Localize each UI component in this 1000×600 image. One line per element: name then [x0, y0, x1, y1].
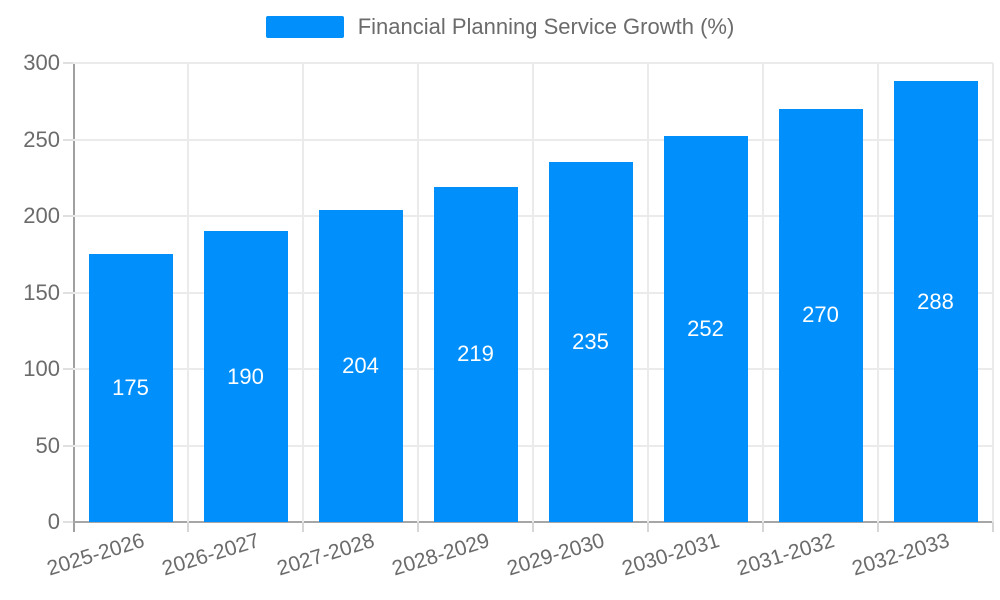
bar-value-label: 288	[917, 288, 954, 314]
bar-2032-2033: 288	[893, 81, 978, 522]
y-axis-label: 300	[23, 50, 60, 75]
bar-value-label: 219	[457, 341, 494, 367]
y-axis-label: 50	[35, 432, 60, 458]
bar-2029-2030: 235	[548, 162, 633, 522]
y-axis-tick	[63, 291, 73, 294]
x-axis-label: 2030-2031	[619, 529, 723, 581]
gridline-vertical	[877, 63, 879, 522]
y-axis-label: 200	[23, 203, 60, 228]
y-axis-label: 250	[23, 126, 60, 152]
y-axis-tick	[63, 62, 73, 64]
x-axis-tick	[302, 522, 304, 532]
gridline-vertical	[187, 63, 189, 522]
x-axis-tick	[532, 522, 534, 532]
bar-2030-2031: 252	[663, 136, 748, 522]
gridline-vertical	[417, 63, 419, 522]
x-axis-tick	[647, 522, 649, 532]
y-axis-label: 0	[47, 509, 60, 534]
x-axis-line	[65, 521, 993, 523]
bar-2028-2029: 219	[433, 186, 518, 522]
x-axis-tick	[187, 522, 189, 532]
x-axis-tick	[762, 522, 764, 532]
y-axis-label: 150	[23, 279, 60, 305]
gridline-vertical	[532, 63, 534, 522]
gridline-vertical	[302, 63, 304, 522]
x-axis-tick	[992, 522, 994, 532]
plot-area: 0 50 100 150 200 250 300 175 190 204 219 235 252 270 2…	[23, 50, 994, 580]
legend-label: Financial Planning Service Growth (%)	[357, 14, 735, 39]
gridline-vertical	[762, 63, 764, 522]
legend-marker-swatch	[265, 16, 344, 38]
bar-2025-2026: 175	[88, 254, 173, 522]
bar-value-label: 235	[572, 329, 609, 355]
bar-value-label: 270	[802, 302, 839, 328]
gridline-vertical	[992, 63, 994, 522]
x-axis-label: 2029-2030	[504, 529, 608, 581]
y-axis-label: 100	[23, 356, 60, 381]
y-axis-tick	[63, 215, 73, 217]
bar-value-label: 252	[687, 316, 724, 342]
x-axis-label: 2028-2029	[389, 529, 493, 581]
bar-value-label: 204	[342, 352, 379, 378]
gridline-vertical	[647, 63, 649, 522]
y-axis-line	[73, 63, 75, 532]
x-axis-label: 2026-2027	[159, 529, 263, 581]
legend: Financial Planning Service Growth (%)	[0, 14, 1000, 40]
y-axis-tick	[63, 444, 73, 447]
bar-value-label: 190	[227, 363, 264, 389]
x-axis-label: 2027-2028	[274, 529, 378, 581]
bar-2027-2028: 204	[318, 209, 403, 522]
y-axis-tick	[63, 521, 73, 523]
y-axis-tick	[63, 138, 73, 141]
y-axis-tick	[63, 368, 73, 370]
x-axis-label: 2032-2033	[849, 529, 953, 581]
x-axis-tick	[877, 522, 879, 532]
bar-2031-2032: 270	[778, 108, 863, 522]
bar-2026-2027: 190	[203, 231, 288, 522]
bar-value-label: 175	[112, 375, 149, 401]
x-axis-label: 2031-2032	[734, 529, 838, 581]
x-axis-label: 2025-2026	[44, 529, 148, 581]
x-axis-tick	[417, 522, 419, 532]
legend-item[interactable]: Financial Planning Service Growth (%)	[265, 14, 735, 40]
